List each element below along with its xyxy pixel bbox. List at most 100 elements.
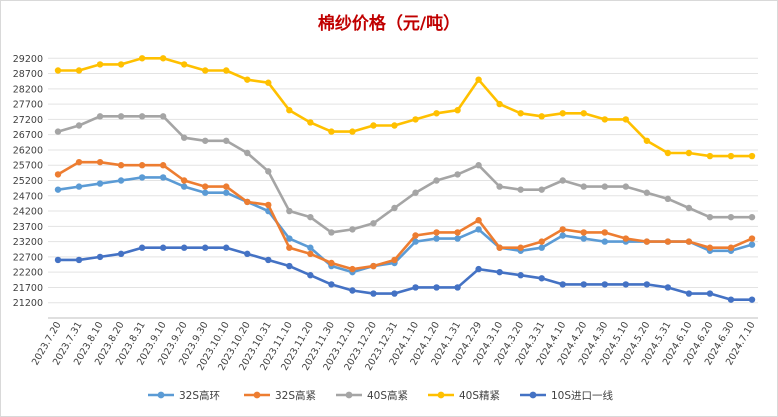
y-tick-label: 25200 [13,176,43,187]
data-point [159,174,167,181]
data-point [349,128,356,135]
data-point [138,162,146,169]
y-tick-label: 28700 [13,69,43,80]
data-point [391,290,398,297]
legend-marker [253,391,261,399]
data-point [433,235,440,242]
data-point [307,250,314,258]
data-point [706,290,714,297]
data-point [580,110,587,117]
data-point [412,189,419,196]
data-point [286,107,293,114]
data-point [349,226,356,233]
series-line [56,56,754,158]
data-point [180,61,188,68]
data-point [96,61,104,68]
data-point [202,189,209,196]
y-tick-label: 21200 [13,298,43,309]
data-point [117,250,125,258]
data-point [328,128,335,135]
legend-label: 40S精紧 [459,389,500,402]
y-tick-label: 29200 [13,54,43,65]
data-point [643,281,651,288]
data-point [433,110,440,117]
data-point [727,213,735,221]
data-point [412,284,419,291]
data-point [622,235,630,242]
data-point [96,180,104,187]
data-point [54,171,62,178]
data-point [180,134,188,141]
legend: 32S高环 32S高紧 40S高紧 40S精紧 10S进口一线 [148,389,614,402]
data-point [75,158,83,166]
data-point [664,195,672,203]
data-point [538,238,545,245]
data-point [412,238,419,245]
gridlines [48,57,758,304]
data-point [265,79,272,86]
chart-title: 棉纱价格（元/吨） [317,14,461,34]
data-point [664,149,672,157]
data-point [117,177,125,184]
y-tick-label: 22700 [13,252,43,263]
data-point [180,183,188,190]
data-point [559,281,566,288]
data-point [286,207,293,215]
data-point [559,177,566,184]
data-point [391,256,398,264]
data-point [223,183,230,190]
data-point [748,296,756,303]
data-point [433,177,440,184]
y-tick-label: 23200 [13,237,43,248]
data-point [496,244,503,251]
y-tick-label: 26200 [13,145,43,156]
data-point [622,183,630,190]
data-point [517,272,524,279]
data-point [706,213,714,221]
data-point [454,107,461,114]
data-point [328,281,335,288]
data-point [202,183,209,190]
series-line [56,246,754,301]
data-point [286,244,293,251]
data-point [328,259,335,267]
data-point [685,204,693,212]
data-point [727,152,735,160]
y-tick-label: 27200 [13,115,43,126]
legend-label: 32S高环 [179,389,220,402]
data-point [202,67,209,74]
data-point [412,232,419,239]
data-point [475,162,482,169]
y-tick-label: 24700 [13,191,43,202]
data-point [559,226,566,233]
data-point [96,253,104,261]
y-tick-label: 22200 [13,268,43,279]
data-point [244,149,251,157]
data-point [138,174,146,181]
legend-marker [437,391,445,399]
series-line [56,176,754,274]
data-point [517,244,524,251]
data-point [643,189,651,196]
data-point [685,149,693,157]
data-point [580,229,587,236]
y-tick-label: 23700 [13,222,43,233]
data-point [496,100,503,108]
y-tick-label: 24200 [13,207,43,218]
data-point [75,67,83,74]
data-point [685,290,693,297]
data-point [202,137,209,144]
data-point [496,268,503,276]
data-point [349,287,356,294]
y-tick-label: 26700 [13,130,43,141]
data-point [748,152,756,160]
data-point [223,67,230,74]
data-point [559,110,566,117]
data-point [349,265,356,273]
data-point [370,122,377,129]
data-point [328,229,335,236]
data-point [748,213,756,221]
data-point [244,76,251,83]
data-point [538,275,545,282]
